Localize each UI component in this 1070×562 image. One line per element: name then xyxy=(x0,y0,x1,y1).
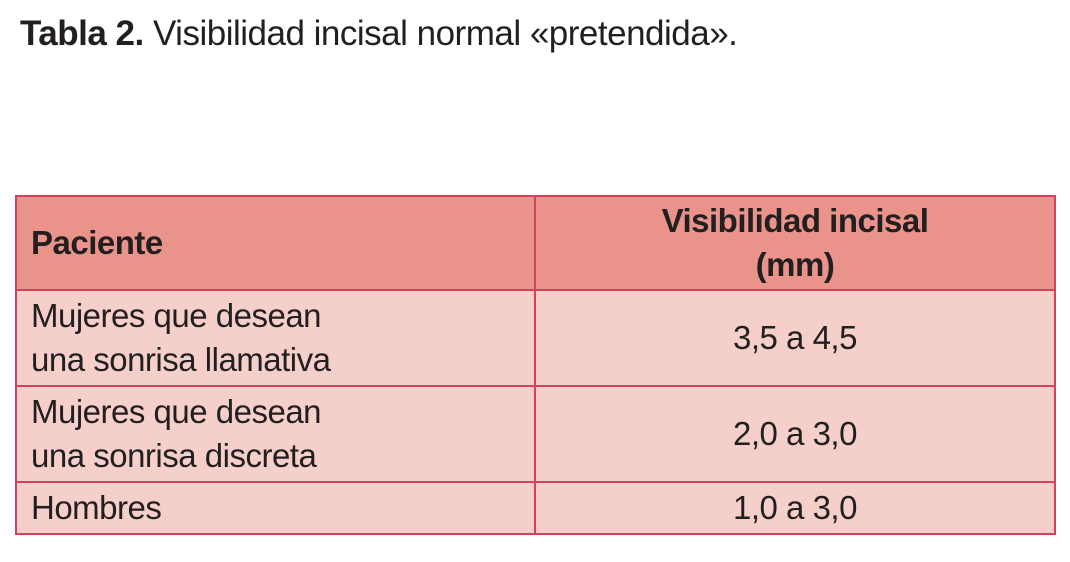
header-visibility-line1: Visibilidad incisal xyxy=(661,202,929,239)
table-caption-label: Tabla 2. xyxy=(20,14,144,53)
table-header-row: Paciente Visibilidad incisal (mm) xyxy=(15,195,1056,291)
cell-patient: Hombres xyxy=(15,481,536,535)
cell-patient-line2: una sonrisa llamativa xyxy=(31,341,331,378)
table-caption: Tabla 2. Visibilidad incisal normal «pre… xyxy=(20,12,738,56)
table-row: Hombres 1,0 a 3,0 xyxy=(15,481,1056,535)
header-visibility-line2: (mm) xyxy=(755,246,835,283)
cell-visibility: 2,0 a 3,0 xyxy=(534,385,1056,483)
cell-patient-line2: una sonrisa discreta xyxy=(31,437,317,474)
visibility-table: Paciente Visibilidad incisal (mm) Mujere… xyxy=(15,195,1056,535)
cell-visibility: 1,0 a 3,0 xyxy=(534,481,1056,535)
header-visibility: Visibilidad incisal (mm) xyxy=(534,195,1056,291)
cell-visibility: 3,5 a 4,5 xyxy=(534,289,1056,387)
cell-patient-line1: Mujeres que desean xyxy=(31,297,322,334)
table-caption-title: Visibilidad incisal normal «pretendida». xyxy=(152,14,738,53)
cell-patient: Mujeres que desean una sonrisa discreta xyxy=(15,385,536,483)
header-patient: Paciente xyxy=(15,195,536,291)
table-row: Mujeres que desean una sonrisa discreta … xyxy=(15,385,1056,483)
table-row: Mujeres que desean una sonrisa llamativa… xyxy=(15,289,1056,387)
cell-patient-line1: Mujeres que desean xyxy=(31,393,322,430)
cell-patient: Mujeres que desean una sonrisa llamativa xyxy=(15,289,536,387)
